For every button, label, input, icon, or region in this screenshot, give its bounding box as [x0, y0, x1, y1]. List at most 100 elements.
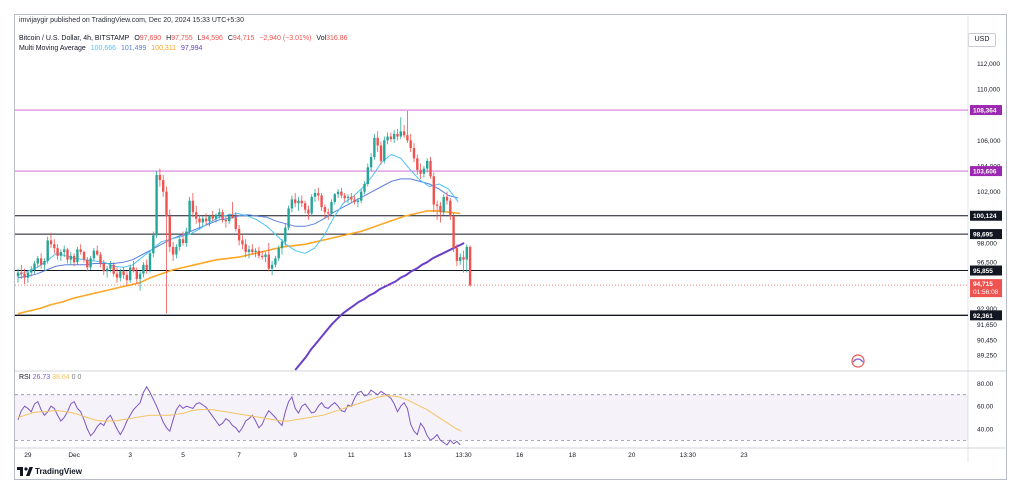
- candle-body[interactable]: [43, 260, 46, 265]
- candle-body[interactable]: [412, 148, 416, 159]
- candle-body[interactable]: [317, 192, 320, 196]
- candle-body[interactable]: [468, 246, 472, 286]
- candle-body[interactable]: [383, 140, 386, 161]
- candle-body[interactable]: [379, 145, 383, 161]
- candle-body[interactable]: [307, 209, 310, 214]
- candle-body[interactable]: [439, 205, 442, 213]
- candle-body[interactable]: [416, 158, 419, 170]
- candle-body[interactable]: [63, 249, 66, 252]
- candle-body[interactable]: [82, 251, 86, 260]
- candle-body[interactable]: [320, 195, 323, 208]
- rsi-legend[interactable]: RSI 26.73 38.64 0 0: [19, 374, 81, 381]
- candle-body[interactable]: [191, 200, 195, 213]
- candle-body[interactable]: [162, 180, 165, 192]
- candle-body[interactable]: [89, 258, 92, 268]
- candle-body[interactable]: [16, 272, 20, 277]
- candle-body[interactable]: [237, 228, 241, 241]
- candle-body[interactable]: [343, 195, 346, 199]
- candle-body[interactable]: [442, 196, 445, 213]
- alarm-clock-icon[interactable]: [851, 354, 865, 368]
- candle-body[interactable]: [165, 191, 168, 217]
- candle-body[interactable]: [280, 241, 284, 249]
- candle-body[interactable]: [195, 212, 198, 219]
- candle-body[interactable]: [409, 140, 412, 149]
- candle-body[interactable]: [350, 196, 353, 200]
- candle-body[interactable]: [465, 246, 468, 260]
- candle-body[interactable]: [241, 240, 244, 245]
- candle-body[interactable]: [369, 157, 373, 168]
- candle-body[interactable]: [96, 250, 99, 255]
- candle-body[interactable]: [175, 246, 178, 255]
- candle-body[interactable]: [290, 199, 294, 209]
- candle-body[interactable]: [135, 271, 138, 279]
- candle-body[interactable]: [323, 207, 327, 213]
- candle-body[interactable]: [198, 218, 201, 223]
- candle-body[interactable]: [244, 244, 247, 252]
- candle-body[interactable]: [92, 250, 96, 259]
- candle-body[interactable]: [455, 248, 459, 261]
- candle-body[interactable]: [346, 196, 350, 199]
- candle-body[interactable]: [20, 272, 23, 274]
- candle-body[interactable]: [158, 175, 162, 181]
- candle-body[interactable]: [211, 216, 214, 219]
- candle-body[interactable]: [231, 216, 234, 218]
- candle-body[interactable]: [76, 249, 79, 263]
- candle-body[interactable]: [264, 254, 267, 258]
- candle-body[interactable]: [178, 239, 181, 247]
- candle-body[interactable]: [39, 258, 43, 265]
- candle-body[interactable]: [406, 135, 409, 141]
- candle-body[interactable]: [142, 264, 145, 274]
- candle-body[interactable]: [79, 249, 82, 252]
- candle-body[interactable]: [26, 272, 30, 278]
- candle-body[interactable]: [462, 257, 465, 260]
- candle-body[interactable]: [228, 216, 231, 222]
- candle-body[interactable]: [429, 160, 432, 177]
- candle-body[interactable]: [376, 137, 379, 146]
- candle-body[interactable]: [432, 176, 435, 205]
- candle-body[interactable]: [138, 273, 142, 279]
- candle-body[interactable]: [267, 254, 270, 269]
- candle-body[interactable]: [254, 250, 257, 252]
- candle-body[interactable]: [30, 269, 33, 273]
- candle-body[interactable]: [353, 199, 356, 202]
- candle-body[interactable]: [261, 255, 264, 258]
- candle-body[interactable]: [449, 200, 452, 217]
- candle-body[interactable]: [53, 244, 56, 249]
- candle-body[interactable]: [294, 199, 297, 204]
- candle-body[interactable]: [373, 137, 376, 158]
- candle-body[interactable]: [129, 267, 132, 281]
- tradingview-logo[interactable]: TradingView: [17, 467, 82, 476]
- candle-body[interactable]: [152, 235, 155, 254]
- candle-body[interactable]: [389, 136, 393, 140]
- candle-body[interactable]: [224, 219, 228, 222]
- candle-body[interactable]: [363, 183, 366, 192]
- candle-body[interactable]: [56, 248, 59, 256]
- candle-body[interactable]: [297, 200, 300, 204]
- candle-body[interactable]: [340, 191, 343, 196]
- candle-body[interactable]: [366, 167, 369, 184]
- candle-body[interactable]: [115, 273, 119, 278]
- candle-body[interactable]: [356, 200, 360, 202]
- candle-body[interactable]: [399, 131, 402, 137]
- candle-body[interactable]: [145, 264, 148, 270]
- candle-body[interactable]: [274, 258, 277, 265]
- candle-body[interactable]: [105, 268, 109, 272]
- symbol-name[interactable]: Bitcoin / U.S. Dollar, 4h, BITSTAMP: [19, 35, 130, 42]
- candle-body[interactable]: [452, 216, 455, 249]
- candle-body[interactable]: [422, 168, 426, 174]
- candle-body[interactable]: [125, 275, 129, 281]
- candle-body[interactable]: [419, 169, 422, 174]
- candle-body[interactable]: [72, 255, 76, 263]
- candle-body[interactable]: [181, 239, 185, 243]
- candle-body[interactable]: [333, 194, 336, 202]
- candle-body[interactable]: [313, 192, 317, 197]
- candle-body[interactable]: [459, 257, 462, 261]
- candle-body[interactable]: [396, 133, 399, 137]
- candle-body[interactable]: [221, 212, 224, 220]
- candle-body[interactable]: [171, 246, 175, 255]
- candle-body[interactable]: [59, 251, 63, 256]
- candle-body[interactable]: [201, 218, 204, 223]
- candle-body[interactable]: [155, 175, 158, 236]
- candle-body[interactable]: [445, 196, 449, 201]
